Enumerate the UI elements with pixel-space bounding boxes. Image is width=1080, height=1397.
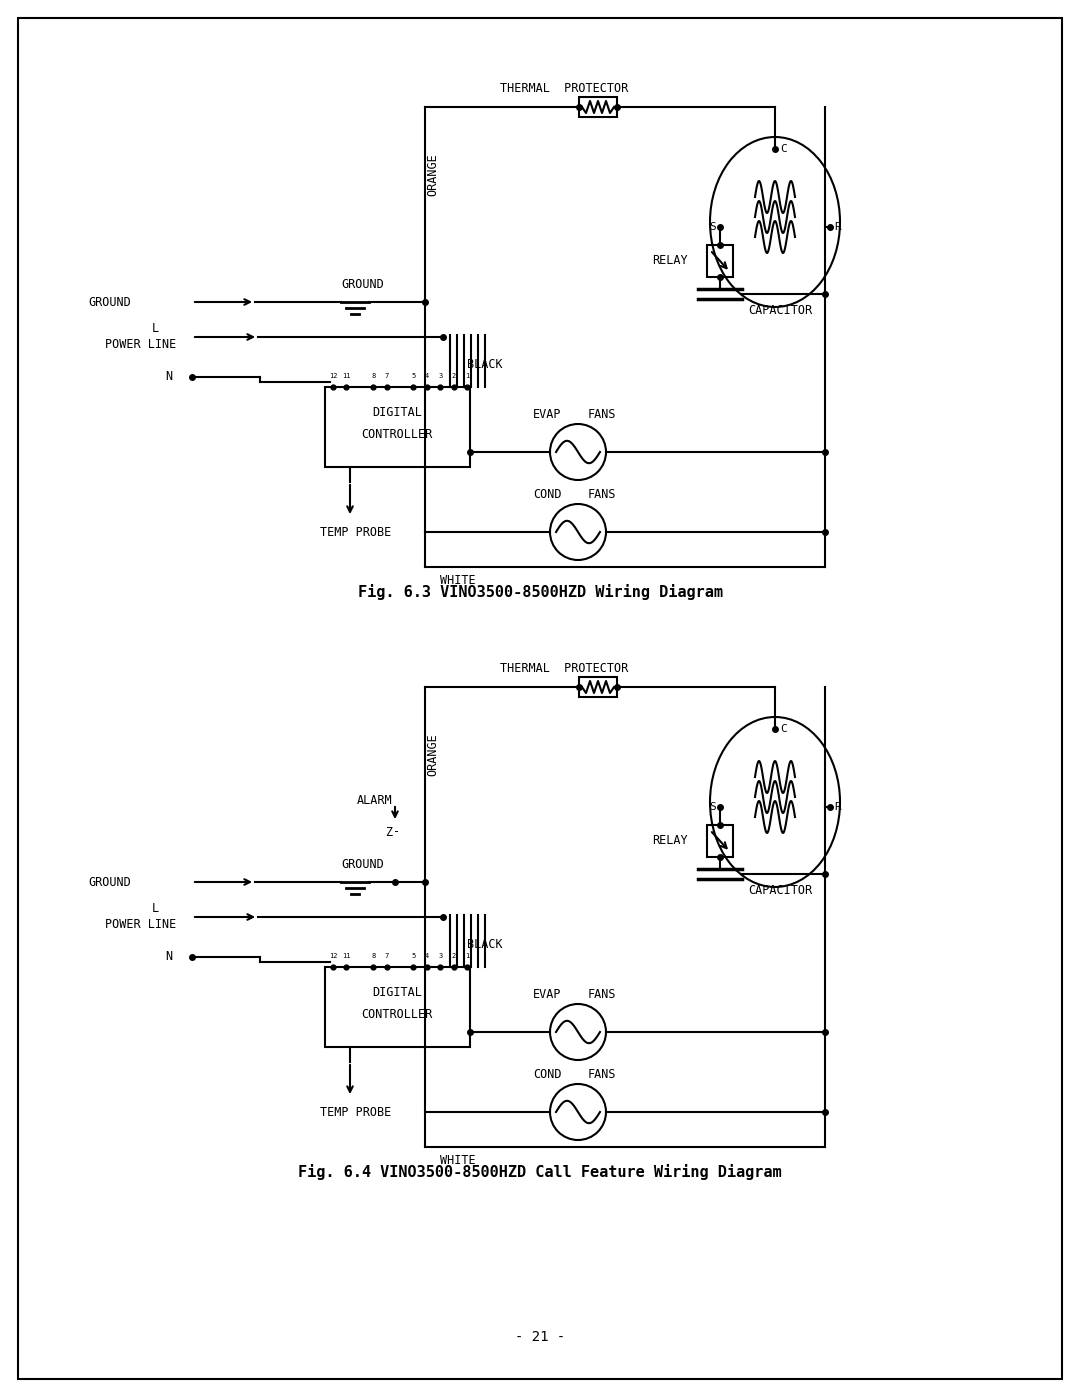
- Text: CAPACITOR: CAPACITOR: [748, 884, 812, 897]
- Text: -: -: [393, 826, 400, 838]
- Bar: [707, 826, 733, 856]
- Text: L: L: [152, 323, 159, 335]
- Text: WHITE: WHITE: [440, 574, 475, 588]
- Text: EVAP: EVAP: [534, 988, 562, 1000]
- Text: 2: 2: [451, 953, 456, 958]
- Text: GROUND: GROUND: [87, 876, 131, 888]
- Text: 7: 7: [384, 953, 389, 958]
- Text: 11: 11: [342, 953, 351, 958]
- Text: CONTROLLER: CONTROLLER: [362, 1009, 433, 1021]
- Text: 8: 8: [372, 953, 376, 958]
- Text: 4: 4: [424, 953, 429, 958]
- Text: R: R: [834, 222, 840, 232]
- Bar: [707, 244, 733, 277]
- Text: 12: 12: [328, 953, 337, 958]
- Text: 5: 5: [411, 373, 416, 379]
- Text: FANS: FANS: [588, 408, 617, 420]
- Text: 4: 4: [424, 373, 429, 379]
- Text: WHITE: WHITE: [440, 1154, 475, 1168]
- Text: GROUND: GROUND: [341, 858, 383, 870]
- Bar: [579, 678, 617, 697]
- Text: S: S: [710, 222, 716, 232]
- Text: Z: Z: [384, 826, 392, 838]
- Text: Fig. 6.4 VINO3500-8500HZD Call Feature Wiring Diagram: Fig. 6.4 VINO3500-8500HZD Call Feature W…: [298, 1164, 782, 1180]
- Text: ORANGE: ORANGE: [427, 733, 440, 777]
- Text: EVAP: EVAP: [534, 408, 562, 420]
- Text: TEMP PROBE: TEMP PROBE: [320, 525, 391, 538]
- Text: Fig. 6.3 VINO3500-8500HZD Wiring Diagram: Fig. 6.3 VINO3500-8500HZD Wiring Diagram: [357, 584, 723, 599]
- Text: BLACK: BLACK: [467, 939, 502, 951]
- Text: R: R: [834, 802, 840, 812]
- Text: BLACK: BLACK: [467, 359, 502, 372]
- Text: COND: COND: [534, 1067, 562, 1080]
- Text: CAPACITOR: CAPACITOR: [748, 305, 812, 317]
- Text: L: L: [152, 902, 159, 915]
- Text: POWER LINE: POWER LINE: [105, 918, 176, 932]
- Text: FANS: FANS: [588, 1067, 617, 1080]
- Text: 8: 8: [372, 373, 376, 379]
- Bar: [325, 387, 470, 467]
- Text: 1: 1: [464, 953, 469, 958]
- Text: THERMAL  PROTECTOR: THERMAL PROTECTOR: [500, 662, 629, 676]
- Bar: [325, 967, 470, 1046]
- Text: 1: 1: [464, 373, 469, 379]
- Text: - 21 -: - 21 -: [515, 1330, 565, 1344]
- Text: POWER LINE: POWER LINE: [105, 338, 176, 352]
- Text: GROUND: GROUND: [87, 296, 131, 309]
- Text: C: C: [780, 144, 786, 154]
- Text: CONTROLLER: CONTROLLER: [362, 429, 433, 441]
- Text: 3: 3: [438, 953, 443, 958]
- Text: 12: 12: [328, 373, 337, 379]
- Bar: [579, 96, 617, 117]
- Text: N: N: [165, 370, 172, 384]
- Text: 7: 7: [384, 373, 389, 379]
- Text: 2: 2: [451, 373, 456, 379]
- Text: GROUND: GROUND: [341, 278, 383, 291]
- Text: THERMAL  PROTECTOR: THERMAL PROTECTOR: [500, 82, 629, 95]
- Text: C: C: [780, 724, 786, 733]
- Text: RELAY: RELAY: [652, 834, 688, 848]
- Text: COND: COND: [534, 488, 562, 500]
- Text: 3: 3: [438, 373, 443, 379]
- Text: FANS: FANS: [588, 488, 617, 500]
- Text: 11: 11: [342, 373, 351, 379]
- Text: FANS: FANS: [588, 988, 617, 1000]
- Text: DIGITAL: DIGITAL: [373, 405, 422, 419]
- Text: 5: 5: [411, 953, 416, 958]
- Text: ORANGE: ORANGE: [427, 154, 440, 197]
- Text: TEMP PROBE: TEMP PROBE: [320, 1105, 391, 1119]
- Text: ALARM: ALARM: [357, 793, 393, 806]
- Text: DIGITAL: DIGITAL: [373, 985, 422, 999]
- Text: RELAY: RELAY: [652, 254, 688, 267]
- Text: S: S: [710, 802, 716, 812]
- Text: N: N: [165, 950, 172, 964]
